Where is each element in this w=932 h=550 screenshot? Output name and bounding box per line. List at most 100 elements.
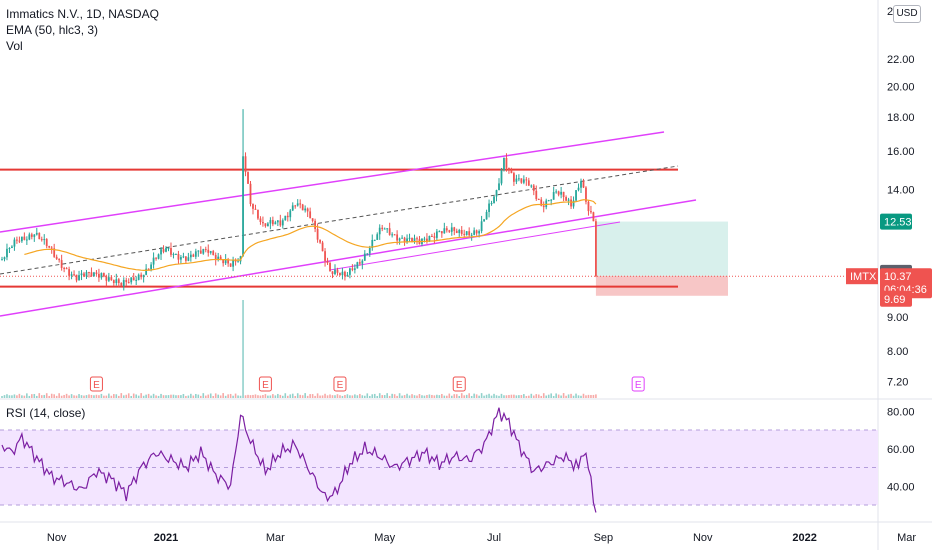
volume-bar: [294, 395, 297, 398]
time-axis-label: 2021: [154, 532, 178, 544]
volume-bar: [562, 393, 565, 398]
candle-body: [132, 277, 135, 281]
candle-body: [197, 250, 200, 252]
candle-body: [296, 203, 299, 206]
volume-bar: [490, 395, 493, 398]
currency-button[interactable]: USD: [893, 5, 921, 23]
candle-body: [264, 223, 267, 227]
candle-body: [403, 237, 406, 243]
candle-body: [321, 242, 324, 252]
candle-body: [145, 268, 148, 275]
volume-bar: [291, 393, 294, 398]
volume-bar: [530, 393, 533, 398]
candle-body: [242, 156, 244, 257]
volume-bar: [319, 395, 321, 398]
volume-bar: [465, 394, 468, 398]
volume-bar: [160, 393, 162, 398]
volume-bar: [398, 393, 401, 398]
volume-bar: [53, 394, 55, 398]
volume-bar: [113, 394, 115, 398]
earnings-marker[interactable]: E: [452, 376, 466, 392]
candle-body: [90, 272, 93, 277]
volume-bar: [70, 394, 73, 398]
earnings-marker-box: [258, 376, 272, 392]
volume-bar: [157, 395, 160, 398]
volume-indicator-label[interactable]: Vol: [6, 39, 23, 53]
volume-bar: [132, 393, 135, 398]
candle-body: [35, 232, 38, 235]
volume-bar: [197, 394, 200, 398]
earnings-marker[interactable]: E: [631, 376, 645, 392]
volume-bar: [204, 395, 207, 398]
volume-bar: [217, 394, 219, 398]
volume-bar: [493, 393, 495, 398]
candle-body: [40, 239, 43, 241]
candle-body: [217, 256, 220, 260]
volume-bar: [540, 395, 543, 398]
volume-bar: [78, 394, 80, 398]
volume-bar: [311, 394, 314, 398]
candle-body: [465, 231, 468, 235]
candle-body: [555, 191, 558, 193]
volume-bar: [391, 393, 393, 398]
volume-bar: [510, 394, 513, 398]
candle-body: [194, 251, 197, 257]
volume-bar: [1, 396, 3, 398]
earnings-marker-label: E: [93, 380, 100, 391]
volume-bar: [170, 394, 172, 398]
volume-bar: [373, 393, 376, 398]
candle-body: [244, 156, 247, 173]
volume-bar: [468, 393, 470, 398]
rsi-axis-tick: 40.00: [887, 481, 915, 493]
volume-bar: [401, 395, 403, 398]
volume-bar: [252, 394, 254, 398]
candle-body: [257, 209, 259, 219]
price-axis-tick: 22.00: [887, 54, 915, 66]
volume-bar: [408, 395, 411, 398]
volume-bar: [498, 395, 500, 398]
rsi-indicator-label[interactable]: RSI (14, close): [6, 406, 86, 420]
candle-body: [50, 247, 53, 249]
volume-bar: [249, 395, 252, 398]
volume-bar: [35, 395, 38, 398]
candle-body: [498, 183, 500, 191]
volume-bar: [339, 395, 341, 398]
symbol-title[interactable]: Immatics N.V., 1D, NASDAQ: [6, 7, 159, 21]
ema-indicator-label[interactable]: EMA (50, hlc3, 3): [6, 23, 99, 37]
volume-bar: [135, 394, 137, 398]
volume-bar: [329, 394, 331, 398]
candle-body: [373, 239, 376, 241]
candle-body: [567, 199, 570, 201]
volume-bar: [185, 395, 187, 398]
candle-body: [33, 234, 36, 237]
candle-body: [309, 211, 312, 219]
candle-body: [204, 249, 207, 251]
earnings-marker[interactable]: E: [333, 376, 347, 392]
earnings-marker[interactable]: E: [89, 376, 103, 392]
candle-body: [488, 203, 490, 212]
volume-bar: [299, 394, 301, 398]
earnings-marker[interactable]: E: [258, 376, 272, 392]
candle-body: [8, 248, 11, 250]
volume-bar: [207, 394, 210, 398]
candle-body: [68, 269, 70, 276]
candle-body: [170, 248, 172, 255]
candle-body: [401, 237, 403, 239]
volume-bar: [520, 395, 523, 398]
candle-body: [349, 268, 351, 275]
candle-body: [23, 236, 26, 240]
candle-body: [160, 249, 162, 255]
candle-body: [182, 256, 185, 258]
volume-bar: [388, 395, 391, 398]
volume-bar: [11, 395, 13, 398]
volume-bar: [383, 395, 386, 398]
candle-body: [453, 227, 456, 231]
candle-body: [214, 254, 217, 260]
volume-bar: [65, 393, 68, 398]
candle-body: [85, 272, 88, 277]
volume-bar: [282, 395, 284, 398]
channel-mid-line: [0, 165, 679, 275]
volume-bar: [237, 395, 239, 398]
volume-bar: [515, 395, 518, 398]
